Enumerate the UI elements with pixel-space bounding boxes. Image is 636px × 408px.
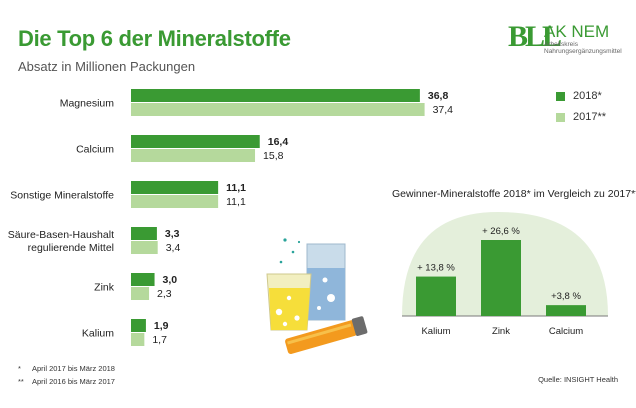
bar-2017 <box>131 195 219 208</box>
bll-ak-nem-logo: BLL AK NEM Arbeitskreis Nahrungsergänzun… <box>508 22 628 58</box>
footnote-text: April 2017 bis März 2018 <box>32 364 115 373</box>
footnote-2017: ** April 2016 bis März 2017 <box>18 375 115 388</box>
inset-bar <box>481 240 521 316</box>
bar-2018 <box>131 273 155 286</box>
source-note: Quelle: INSIGHT Health <box>538 375 618 384</box>
logo-subtitle: Arbeitskreis Nahrungsergänzungsmittel <box>544 41 622 55</box>
bar-2017 <box>131 333 145 346</box>
bar-value-label: 3,0 <box>163 274 178 286</box>
logo-mark: BLL <box>508 20 562 53</box>
bar-2017 <box>131 149 256 162</box>
legend-label-2018: 2018* <box>573 90 602 102</box>
bar-value-label: 37,4 <box>433 104 454 116</box>
bar-value-label: 3,3 <box>165 228 180 240</box>
logo-subtitle-line2: Nahrungsergänzungsmittel <box>544 48 622 55</box>
bar-value-label: 16,4 <box>268 136 289 148</box>
inset-category-label: Zink <box>492 326 510 337</box>
bar-value-label: 15,8 <box>263 150 284 162</box>
inset-category-label: Calcium <box>549 326 583 337</box>
bar-value-label: 1,7 <box>152 334 167 346</box>
inset-chart-title: Gewinner-Mineralstoffe 2018* im Vergleic… <box>392 188 636 200</box>
bar-value-label: 36,8 <box>428 90 449 102</box>
category-label: regulierende Mittel <box>28 242 114 254</box>
bar-value-label: 11,1 <box>226 182 246 194</box>
bar-2018 <box>131 227 157 240</box>
mineral-drink-illustration <box>266 238 368 355</box>
bar-2017 <box>131 287 150 300</box>
bar-value-label: 11,1 <box>226 196 246 208</box>
bar-value-label: 2,3 <box>157 288 172 300</box>
inset-bar <box>546 305 586 316</box>
footnote-mark: ** <box>18 377 24 386</box>
bar-2017 <box>131 103 425 116</box>
category-label: Calcium <box>76 144 114 156</box>
category-label: Säure-Basen-Haushalt <box>8 229 114 241</box>
logo-name: AK NEM <box>544 22 610 41</box>
inset-value-label: +3,8 % <box>551 291 581 302</box>
category-label: Zink <box>94 282 115 294</box>
logo-subtitle-line1: Arbeitskreis <box>544 41 578 48</box>
bar-2018 <box>131 135 260 148</box>
footnote-mark: * <box>18 364 21 373</box>
chart-title: Die Top 6 der Mineralstoffe <box>18 26 291 51</box>
inset-bar <box>416 276 456 316</box>
footnote-2018: * April 2017 bis März 2018 <box>18 362 115 375</box>
bar-2017 <box>131 241 158 254</box>
category-label: Kalium <box>82 328 114 340</box>
category-label: Sonstige Mineralstoffe <box>10 190 114 202</box>
legend-item-2018: 2018* <box>556 89 606 103</box>
legend-swatch-2018 <box>556 91 565 101</box>
footnote-text: April 2016 bis März 2017 <box>32 377 115 386</box>
bar-value-label: 3,4 <box>166 242 181 254</box>
chart-subtitle: Absatz in Millionen Packungen <box>18 59 196 74</box>
inset-category-label: Kalium <box>421 326 450 337</box>
legend-item-2017: 2017** <box>556 110 606 124</box>
legend-swatch-2017 <box>556 112 565 122</box>
inset-value-label: + 26,6 % <box>482 226 520 237</box>
bar-2018 <box>131 89 420 102</box>
chart-legend: 2018* 2017** <box>556 89 606 131</box>
category-label: Magnesium <box>60 98 115 110</box>
bar-2018 <box>131 319 146 332</box>
bar-value-label: 1,9 <box>154 320 169 332</box>
legend-label-2017: 2017** <box>573 111 607 123</box>
footnotes: * April 2017 bis März 2018 ** April 2016 b… <box>18 362 115 388</box>
bar-2018 <box>131 181 219 194</box>
inset-value-label: + 13,8 % <box>417 263 455 274</box>
